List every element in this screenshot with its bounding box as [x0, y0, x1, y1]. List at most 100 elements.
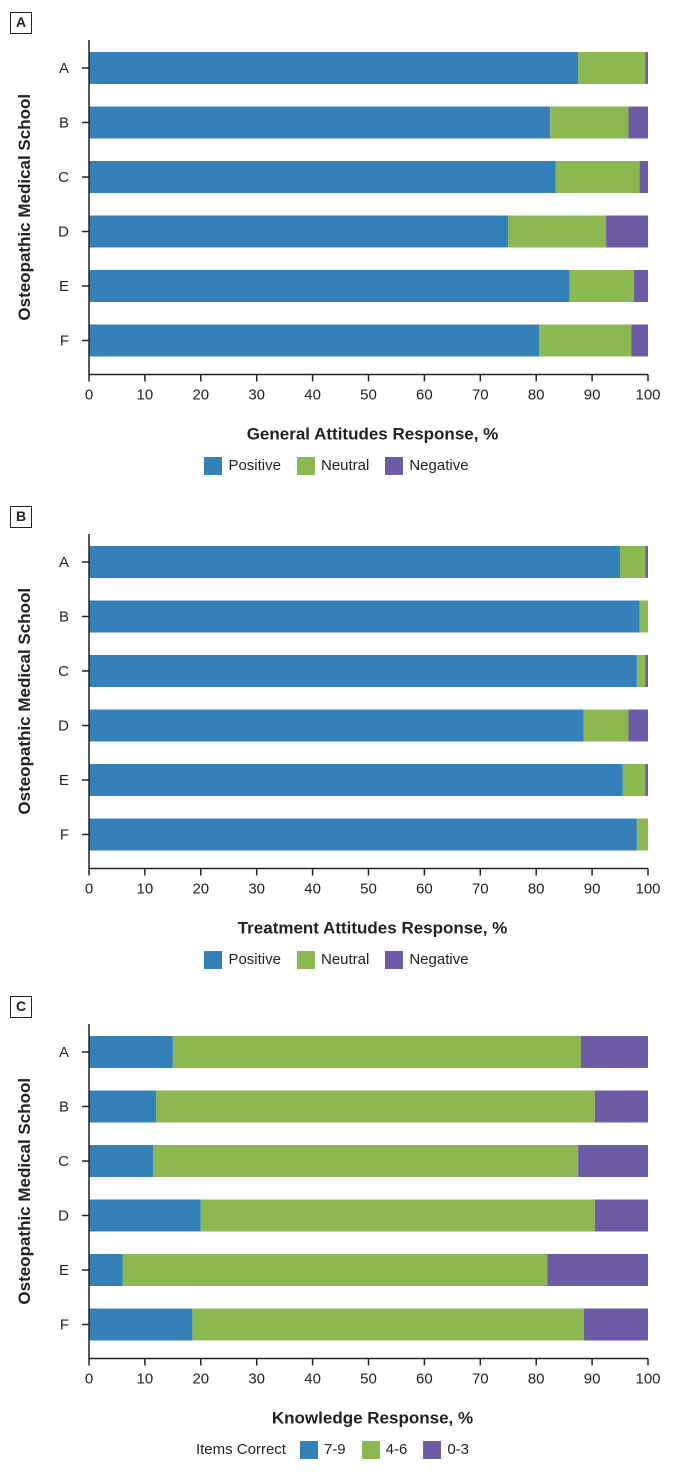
bar-d-neutral: [583, 709, 629, 742]
y-tick-label: A: [59, 1044, 69, 1061]
y-tick-label: C: [58, 663, 69, 680]
legend-label: Positive: [228, 950, 281, 968]
bar-e-positive: [89, 270, 570, 302]
bar-b-positive: [89, 106, 551, 139]
bar-b-positive: [89, 600, 640, 633]
legend-swatch: [204, 950, 223, 969]
x-tick-label: 40: [304, 1371, 321, 1388]
bar-c-7-9: [89, 1145, 154, 1177]
bar-c-negative: [645, 655, 648, 687]
legend-swatch: [299, 1440, 318, 1459]
legend-label: 4-6: [385, 1440, 408, 1458]
bar-d-positive: [89, 215, 509, 248]
legend-label: Negative: [409, 950, 469, 968]
bar-c-0-3: [578, 1145, 648, 1177]
legend-item: Positive: [204, 951, 281, 969]
bar-f-0-3: [583, 1308, 648, 1341]
bar-b-negative: [628, 106, 648, 139]
legend-swatch: [385, 950, 404, 969]
bar-chart: A B C D E F 0 10 20 30 40 50 60 70 80 90 100 Knowledge Re…: [15, 1024, 661, 1428]
chart-panel-a: A A B C D E F 0 10 20 30 40 50 60 70 80 90 100 General Att…: [0, 6, 673, 486]
panel-label: B: [10, 506, 32, 528]
bar-a-positive: [89, 546, 621, 578]
bar-d-neutral: [508, 215, 607, 248]
bar-f-neutral: [636, 818, 648, 851]
bar-a-positive: [89, 52, 579, 84]
x-tick-label: 90: [584, 1371, 601, 1388]
bar-b-neutral: [550, 106, 629, 139]
x-tick-label: 100: [635, 387, 660, 404]
legend: Items Correct 7-9 4-6 0-3: [0, 1441, 673, 1459]
legend-item: Negative: [385, 950, 469, 969]
x-tick-label: 10: [137, 387, 154, 404]
bar-a-negative: [645, 546, 648, 578]
bar-c-positive: [89, 655, 637, 687]
y-tick-label: D: [58, 1208, 69, 1225]
bar-d-4-6: [200, 1199, 595, 1232]
x-tick-label: 100: [635, 1371, 660, 1388]
x-tick-label: 40: [304, 387, 321, 404]
panel-label: C: [10, 996, 32, 1018]
bar-b-neutral: [639, 600, 648, 633]
y-tick-label: C: [58, 169, 69, 186]
y-tick-label: D: [58, 718, 69, 735]
bar-d-positive: [89, 709, 584, 742]
y-tick-label: F: [60, 1317, 69, 1334]
bar-a-neutral: [578, 52, 646, 84]
legend-label: Neutral: [320, 950, 370, 968]
y-tick-label: B: [59, 115, 69, 132]
legend-item: 4-6: [361, 1440, 408, 1459]
x-tick-label: 60: [416, 387, 433, 404]
bar-a-4-6: [172, 1036, 581, 1068]
legend-swatch: [361, 1440, 380, 1459]
chart-panel-c: C A B C D E F 0 10 20 30 40 50 60 70 80 90 100 Knowledge R…: [0, 990, 673, 1474]
x-tick-label: 90: [584, 387, 601, 404]
bar-b-0-3: [594, 1090, 648, 1123]
legend-item: Neutral: [296, 950, 370, 969]
y-tick-label: D: [58, 224, 69, 241]
bar-a-0-3: [580, 1036, 648, 1068]
bar-e-7-9: [89, 1254, 123, 1286]
legend-swatch: [385, 456, 404, 475]
bar-b-7-9: [89, 1090, 157, 1123]
legend-label: 7-9: [323, 1440, 346, 1458]
x-tick-label: 40: [304, 881, 321, 898]
x-tick-label: 20: [192, 387, 209, 404]
x-tick-label: 0: [85, 387, 93, 404]
y-axis-title: Osteopathic Medical School: [15, 588, 34, 815]
bar-chart: A B C D E F 0 10 20 30 40 50 60 70 80 90 100 Treatment At…: [15, 534, 661, 938]
bar-e-neutral: [569, 270, 635, 302]
y-tick-label: B: [59, 1099, 69, 1116]
legend-item: Positive: [204, 457, 281, 475]
legend-label: 0-3: [447, 1440, 470, 1458]
x-tick-label: 10: [137, 881, 154, 898]
bar-f-4-6: [192, 1308, 584, 1341]
x-tick-label: 20: [192, 1371, 209, 1388]
y-tick-label: A: [59, 554, 69, 571]
bar-d-0-3: [594, 1199, 648, 1232]
x-tick-label: 70: [472, 387, 489, 404]
legend-label: Negative: [409, 456, 469, 474]
x-tick-label: 80: [528, 881, 545, 898]
bar-c-positive: [89, 161, 556, 193]
legend-swatch: [296, 456, 315, 475]
x-tick-label: 90: [584, 881, 601, 898]
x-tick-label: 80: [528, 1371, 545, 1388]
bar-e-4-6: [122, 1254, 548, 1286]
bar-e-neutral: [622, 764, 646, 796]
legend: Positive Neutral Negative: [0, 951, 673, 969]
legend-swatch: [296, 950, 315, 969]
legend-swatch: [423, 1440, 442, 1459]
panel-label: A: [10, 12, 32, 34]
y-tick-label: B: [59, 609, 69, 626]
bar-f-neutral: [538, 324, 632, 357]
x-axis-title: General Attitudes Response, %: [247, 425, 499, 444]
y-tick-label: A: [59, 60, 69, 77]
bar-a-neutral: [620, 546, 646, 578]
legend: Positive Neutral Negative: [0, 457, 673, 475]
legend-title: Items Correct: [195, 1440, 286, 1458]
bar-d-negative: [628, 709, 648, 742]
x-tick-label: 10: [137, 1371, 154, 1388]
legend-swatch: [204, 456, 223, 475]
bar-c-neutral: [555, 161, 640, 193]
